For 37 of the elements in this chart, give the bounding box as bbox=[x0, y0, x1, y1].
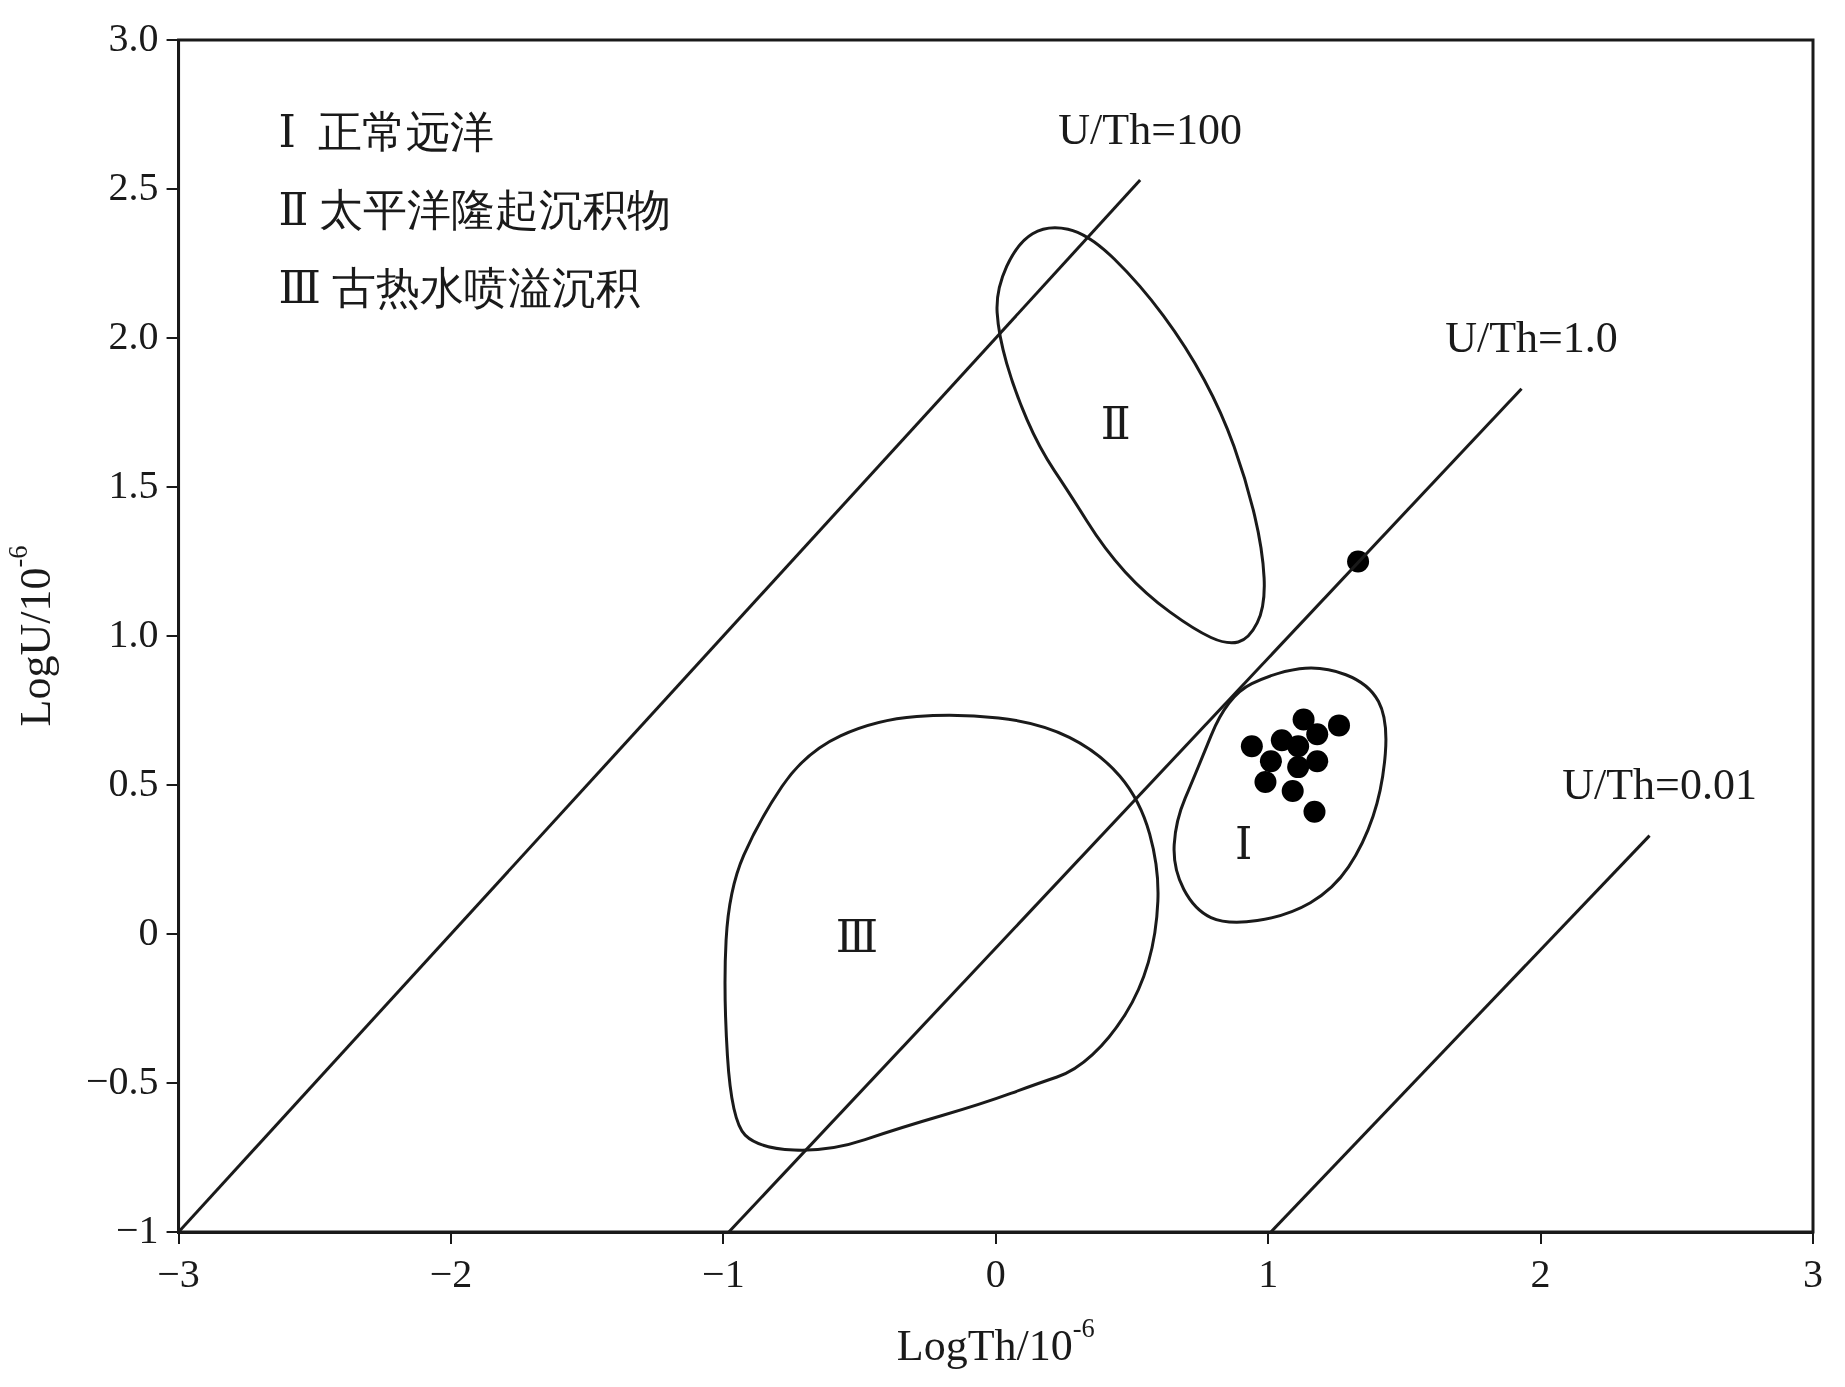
y-axis-title: LogU/10-6 bbox=[3, 545, 60, 727]
annotation: Ⅱ 太平洋隆起沉积物 bbox=[278, 185, 672, 235]
y-tick-label: −0.5 bbox=[86, 1057, 159, 1103]
series-label: U/Th=0.01 bbox=[1562, 760, 1757, 810]
x-tick-label: 0 bbox=[985, 1250, 1006, 1296]
point bbox=[1259, 750, 1282, 773]
point bbox=[1281, 779, 1304, 802]
annotation: Ⅰ 正常远洋 bbox=[278, 107, 494, 157]
point bbox=[1287, 735, 1310, 758]
x-tick-label: −3 bbox=[157, 1250, 200, 1296]
x-tick-label: −2 bbox=[429, 1250, 473, 1296]
y-tick-label: 1.0 bbox=[108, 610, 159, 656]
point bbox=[1303, 800, 1326, 823]
annotation: Ⅲ 古热水喷溢沉积 bbox=[278, 263, 640, 313]
point bbox=[1254, 771, 1277, 794]
x-tick-label: −1 bbox=[702, 1250, 745, 1296]
y-tick-label: 0 bbox=[138, 908, 159, 954]
series-label: U/Th=1.0 bbox=[1445, 313, 1618, 363]
point bbox=[1306, 750, 1329, 773]
y-tick-label: 3.0 bbox=[108, 14, 159, 60]
y-tick-label: 2.5 bbox=[108, 163, 159, 209]
x-tick-label: 2 bbox=[1530, 1250, 1551, 1296]
annotation: Ⅲ bbox=[835, 912, 879, 962]
point bbox=[1240, 735, 1263, 758]
point bbox=[1328, 714, 1351, 737]
x-tick-label: 1 bbox=[1258, 1250, 1279, 1296]
point bbox=[1287, 756, 1310, 779]
annotation: Ⅱ bbox=[1100, 399, 1131, 449]
series-label: U/Th=100 bbox=[1058, 104, 1243, 154]
y-tick-label: 2.0 bbox=[108, 312, 159, 358]
y-tick-label: 1.5 bbox=[108, 461, 159, 507]
point bbox=[1306, 723, 1329, 746]
annotation: Ⅰ bbox=[1234, 820, 1253, 870]
x-tick-label: 3 bbox=[1803, 1250, 1823, 1296]
y-tick-label: 0.5 bbox=[108, 759, 159, 805]
y-tick-label: −1 bbox=[116, 1206, 159, 1252]
point bbox=[1292, 708, 1315, 731]
